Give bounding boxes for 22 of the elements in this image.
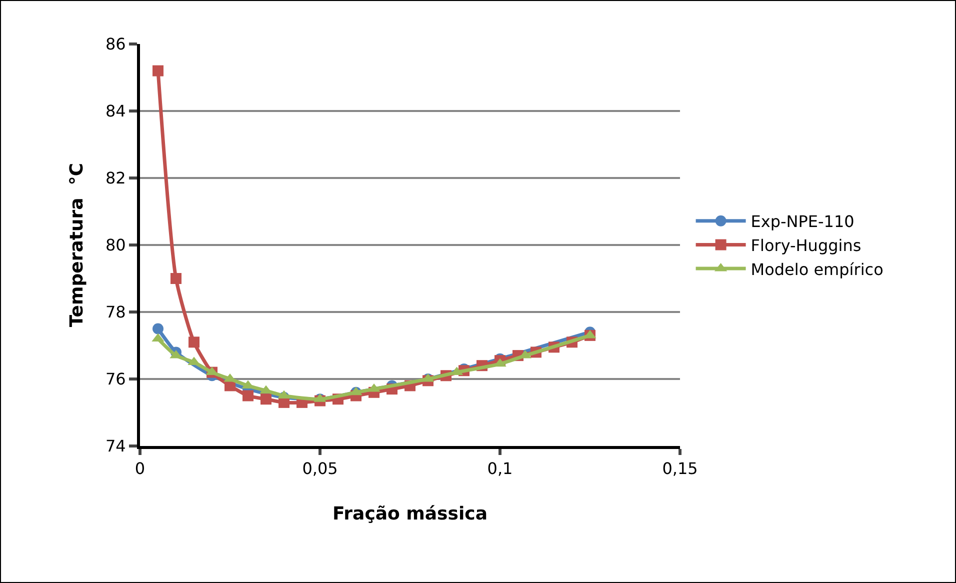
y-tick-label: 82 — [105, 168, 126, 188]
legend-label: Modelo empírico — [750, 260, 884, 279]
legend-label: Flory-Huggins — [750, 236, 862, 255]
x-axis-title: Fração mássica — [332, 503, 488, 524]
y-tick-label: 74 — [105, 436, 126, 456]
x-tick-label: 0,15 — [662, 459, 698, 478]
y-tick-label: 78 — [105, 302, 126, 322]
y-tick-label: 76 — [105, 370, 126, 389]
point — [242, 390, 254, 402]
point — [170, 273, 182, 284]
point — [260, 394, 272, 405]
x-tick-label: 0,1 — [487, 459, 513, 478]
y-tick-label: 84 — [105, 102, 126, 121]
y-tick-label: 86 — [105, 34, 126, 54]
x-tick-label: 0,05 — [302, 459, 338, 478]
x-tick-label: 0 — [134, 459, 146, 478]
legend-label: Exp-NPE-110 — [750, 212, 854, 232]
point — [152, 323, 164, 334]
point — [152, 65, 164, 76]
y-tick-label: 80 — [105, 236, 126, 255]
y-axis-title: Temperatura °C — [66, 162, 88, 328]
point — [188, 336, 200, 348]
